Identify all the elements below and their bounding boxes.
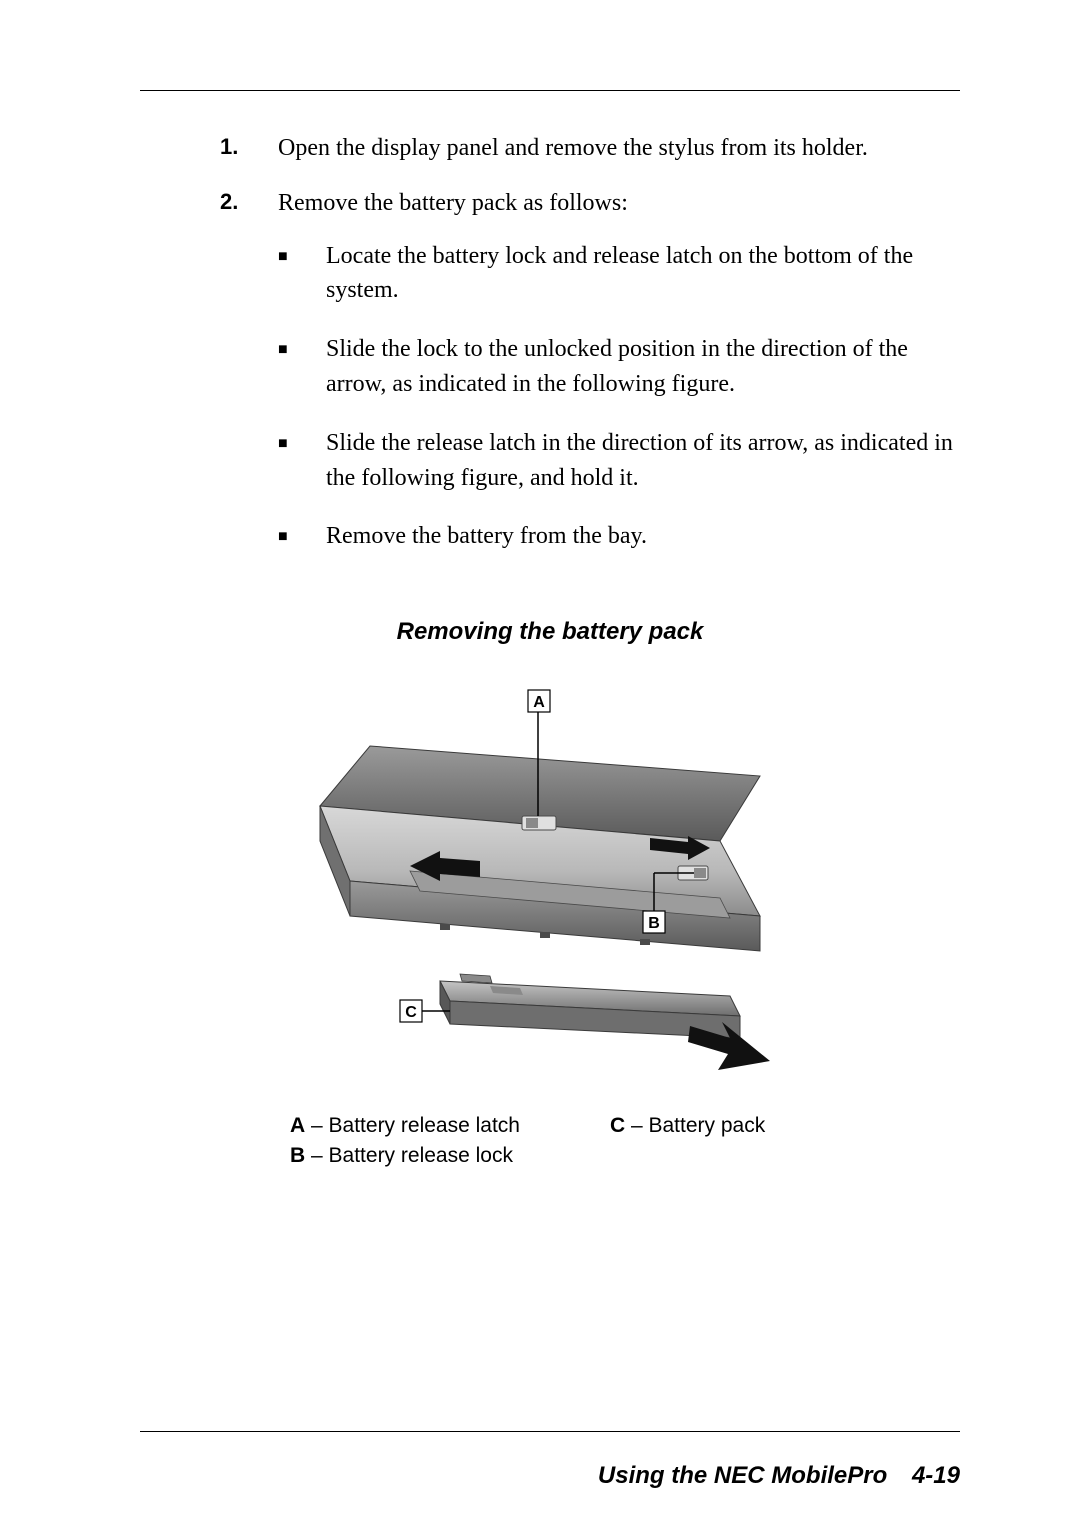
substep-2: ■ Slide the lock to the unlocked positio… (278, 332, 960, 402)
step-2: 2. Remove the battery pack as follows: ■… (140, 186, 960, 578)
step-1-text: Open the display panel and remove the st… (270, 131, 960, 166)
callout-a-label: A (533, 694, 545, 711)
substep-4-text: Remove the battery from the bay. (326, 519, 960, 554)
legend-c-text: Battery pack (649, 1114, 766, 1137)
footer-page-number: 4-19 (912, 1462, 960, 1489)
legend-b-sep: – (305, 1144, 328, 1167)
step-2-text-main: Remove the battery pack as follows: (278, 190, 628, 216)
legend-c: C – Battery pack (610, 1114, 765, 1138)
bottom-rule (140, 1431, 960, 1432)
substep-1-text: Locate the battery lock and release latc… (326, 239, 960, 309)
callout-b-label: B (648, 915, 660, 932)
legend-c-key: C (610, 1114, 625, 1137)
legend-a-sep: – (305, 1114, 328, 1137)
substeps-list: ■ Locate the battery lock and release la… (278, 239, 960, 555)
step-2-text: Remove the battery pack as follows: ■ Lo… (270, 186, 960, 578)
page-footer: Using the NEC MobilePro 4-19 (598, 1462, 960, 1490)
bullet-icon: ■ (278, 332, 326, 402)
callout-c-label: C (405, 1004, 417, 1021)
bullet-icon: ■ (278, 426, 326, 496)
substep-2-text: Slide the lock to the unlocked position … (326, 332, 960, 402)
battery-removal-figure: A B C (290, 666, 810, 1096)
legend-b-text: Battery release lock (329, 1144, 513, 1167)
substep-3: ■ Slide the release latch in the directi… (278, 426, 960, 496)
bullet-icon: ■ (278, 239, 326, 309)
step-1-number: 1. (140, 131, 270, 166)
substep-1: ■ Locate the battery lock and release la… (278, 239, 960, 309)
legend-col-2: C – Battery pack (610, 1114, 765, 1174)
top-rule (140, 90, 960, 91)
step-2-number: 2. (140, 186, 270, 578)
legend-b: B – Battery release lock (290, 1144, 520, 1168)
step-1: 1. Open the display panel and remove the… (140, 131, 960, 166)
legend-c-sep: – (625, 1114, 648, 1137)
footer-title: Using the NEC MobilePro (598, 1462, 887, 1489)
substep-4: ■ Remove the battery from the bay. (278, 519, 960, 554)
figure-legend: A – Battery release latch B – Battery re… (140, 1114, 960, 1174)
bullet-icon: ■ (278, 519, 326, 554)
figure-wrap: A B C (140, 666, 960, 1096)
legend-b-key: B (290, 1144, 305, 1167)
legend-col-1: A – Battery release latch B – Battery re… (290, 1114, 520, 1174)
steps-list: 1. Open the display panel and remove the… (140, 131, 960, 578)
legend-a-key: A (290, 1114, 305, 1137)
legend-a: A – Battery release latch (290, 1114, 520, 1138)
figure-title: Removing the battery pack (140, 618, 960, 646)
substep-3-text: Slide the release latch in the direction… (326, 426, 960, 496)
page: 1. Open the display panel and remove the… (0, 0, 1080, 1530)
legend-a-text: Battery release latch (329, 1114, 520, 1137)
